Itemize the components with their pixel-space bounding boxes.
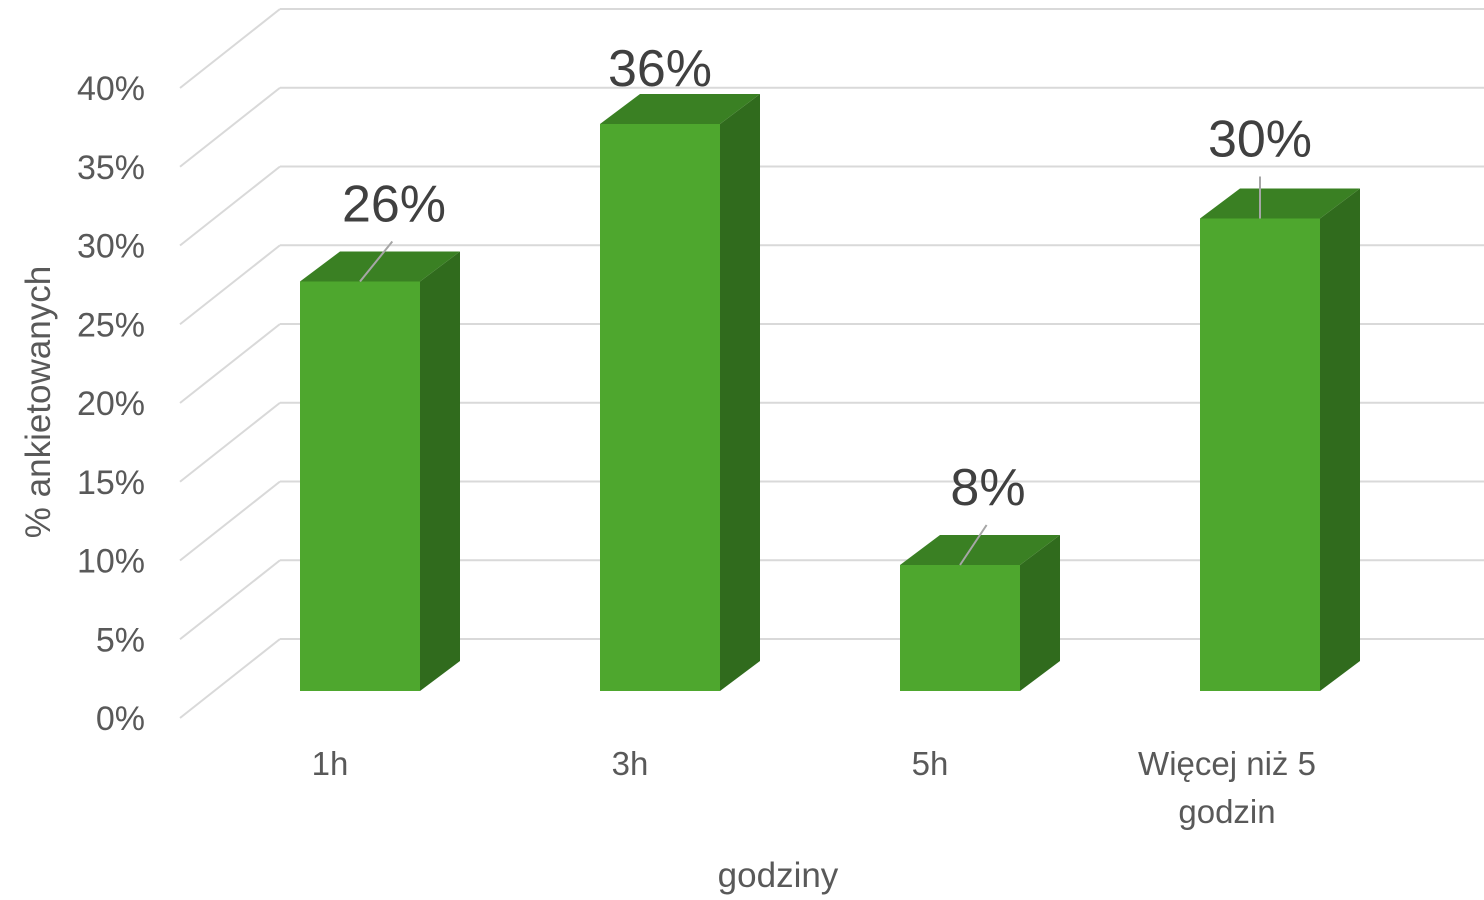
bar-front xyxy=(300,281,420,691)
data-label: 30% xyxy=(1208,111,1312,219)
y-tick-label: 35% xyxy=(77,149,145,187)
bar xyxy=(300,251,460,691)
bar-top xyxy=(300,251,460,282)
y-tick-label: 5% xyxy=(96,621,145,659)
bar-side xyxy=(1020,535,1060,691)
y-tick-label: 0% xyxy=(96,700,145,738)
gridline xyxy=(179,86,1484,168)
gridline xyxy=(179,165,1484,247)
y-tick-label: 10% xyxy=(77,543,145,581)
bar-front xyxy=(600,124,720,691)
x-axis-title: godziny xyxy=(718,856,839,895)
leader-line xyxy=(959,524,988,566)
x-tick-label: 1h xyxy=(312,745,349,782)
bar-side xyxy=(1320,188,1360,691)
bar-front xyxy=(1200,218,1320,691)
data-label-text: 30% xyxy=(1208,111,1312,169)
bar-side xyxy=(420,251,460,691)
x-axis-categories: 1h 3h 5h Więcej niż 5 godzin xyxy=(312,745,1316,830)
leader-line xyxy=(359,240,394,283)
bar-top xyxy=(600,94,760,124)
y-tick-label: 40% xyxy=(77,70,145,108)
data-label: 8% xyxy=(950,459,1026,566)
y-axis-title: % ankietowanych xyxy=(19,266,58,538)
x-tick-label: 5h xyxy=(912,745,949,782)
bar-top xyxy=(1200,188,1360,219)
y-tick-label: 15% xyxy=(77,464,145,502)
bar-top xyxy=(900,535,1060,565)
data-label-text: 36% xyxy=(608,40,712,98)
data-label-text: 8% xyxy=(950,459,1025,517)
y-axis-ticks: 0% 5% 10% 15% 20% 25% 30% 35% 40% xyxy=(77,70,145,738)
data-label-text: 26% xyxy=(342,176,446,234)
data-label: 36% xyxy=(608,40,712,98)
bars xyxy=(300,94,1360,691)
gridline xyxy=(179,8,1484,89)
y-tick-label: 20% xyxy=(77,385,145,423)
y-tick-label: 25% xyxy=(77,306,145,344)
bar xyxy=(600,94,760,691)
x-tick-label: Więcej niż 5 godzin xyxy=(1138,745,1316,830)
data-labels: 26% 36% 8% 30% xyxy=(342,40,1312,566)
bar xyxy=(900,535,1060,691)
bar-side xyxy=(720,94,760,691)
bar xyxy=(1200,188,1360,691)
x-tick-label: 3h xyxy=(612,745,649,782)
data-label: 26% xyxy=(342,176,446,283)
y-tick-label: 30% xyxy=(77,228,145,266)
bar-front xyxy=(900,565,1020,691)
